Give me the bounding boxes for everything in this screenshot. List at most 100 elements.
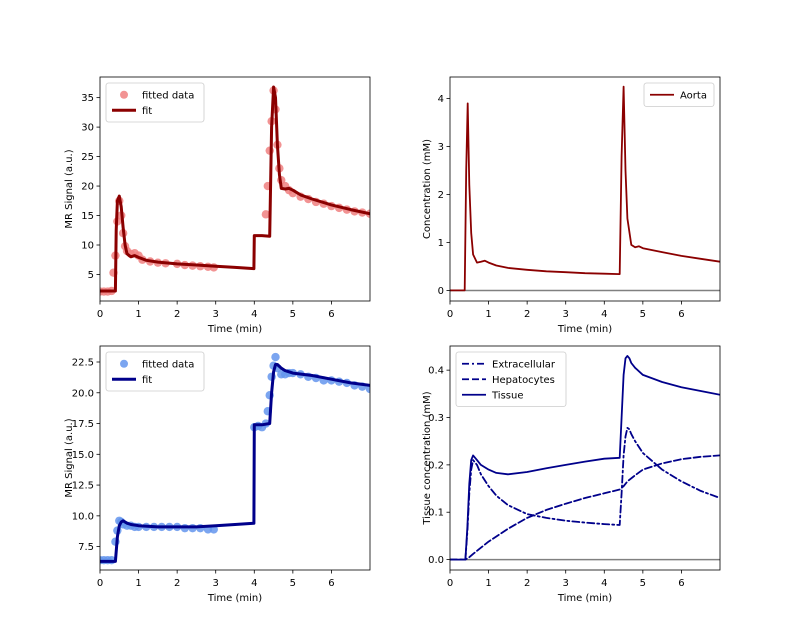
- chart-panel-bottom-left: 0 1 2 3 4 5 6 7.5 10.0 12.5 15.0 17.5 20.0 22.5 Time (…: [64, 345, 371, 604]
- legend-label: Tissue: [491, 391, 524, 402]
- legend-box: [455, 351, 567, 407]
- x-tick-label: 6: [328, 578, 334, 589]
- y-tick-label: 10.0: [72, 511, 94, 522]
- series-line-hepatocytes: [450, 454, 720, 561]
- x-tick-label: 6: [328, 309, 334, 320]
- y-tick-label: 0.4: [428, 366, 444, 377]
- x-tick-label: 2: [524, 578, 530, 589]
- y-tick-label: 0.1: [428, 508, 444, 519]
- x-tick-label: 5: [290, 578, 296, 589]
- x-tick-label: 5: [640, 309, 646, 320]
- legend-marker: [120, 359, 128, 368]
- x-tick-label: 4: [601, 578, 607, 589]
- x-tick-label: 4: [251, 578, 257, 589]
- plot-area: [450, 354, 720, 561]
- y-tick-label: 25: [81, 152, 94, 163]
- x-axis-label: Time (min): [207, 324, 262, 335]
- y-tick-label: 1: [438, 238, 444, 249]
- y-tick-label: 5: [88, 270, 94, 281]
- y-tick-label: 15: [81, 211, 94, 222]
- x-tick-label: 0: [447, 578, 453, 589]
- data-point: [365, 384, 370, 394]
- y-tick-label: 17.5: [72, 419, 94, 430]
- x-tick-label: 6: [678, 309, 684, 320]
- y-tick-label: 12.5: [72, 481, 94, 492]
- x-tick-label: 0: [97, 309, 103, 320]
- x-tick-label: 2: [174, 578, 180, 589]
- y-tick-label: 35: [81, 93, 94, 104]
- x-tick-label: 3: [563, 309, 569, 320]
- y-tick-label: 0.3: [428, 413, 444, 424]
- x-tick-label: 1: [485, 578, 491, 589]
- data-point: [261, 210, 271, 219]
- y-tick-label: 3: [438, 142, 444, 153]
- legend-label: Extracellular: [492, 360, 556, 371]
- legend-label: fit: [142, 106, 152, 117]
- y-axis-label: Concentration (mM): [422, 139, 433, 239]
- data-point: [271, 352, 280, 362]
- y-tick-label: 2: [438, 190, 444, 201]
- x-tick-label: 6: [678, 578, 684, 589]
- plot-area: [450, 85, 720, 292]
- series-line-fit: [100, 85, 370, 293]
- x-tick-label: 3: [213, 578, 219, 589]
- y-axis-label: Tissue concentration (mM): [422, 391, 433, 525]
- plot-area: [100, 352, 370, 565]
- y-tick-label: 7.5: [78, 542, 94, 553]
- y-tick-label: 15.0: [72, 450, 94, 461]
- legend-box: [105, 82, 205, 123]
- legend-label: fit: [142, 375, 152, 386]
- x-tick-label: 2: [174, 309, 180, 320]
- x-tick-label: 1: [485, 309, 491, 320]
- x-tick-label: 0: [447, 309, 453, 320]
- chart-panel-top-left: 0 1 2 3 4 5 6 5 10 15 20 25 30 35 Time (min) MR Signal …: [64, 76, 371, 335]
- legend-marker: [120, 90, 128, 99]
- chart-panel-top-right: 0 1 2 3 4 5 6 0 1 2 3 4 Time (min) Concentration (mM)…: [422, 76, 721, 335]
- chart-panel-bottom-right: 0 1 2 3 4 5 6 0.0 0.1 0.2 0.3 0.4 Time (min) Tissue c…: [422, 345, 721, 604]
- y-tick-label: 22.5: [72, 358, 94, 369]
- legend: Aorta: [643, 82, 715, 107]
- y-axis-label: MR Signal (a.u.): [64, 418, 75, 497]
- y-tick-label: 10: [81, 241, 94, 252]
- legend-label: fitted data: [142, 91, 194, 102]
- axes-frame: [99, 76, 371, 302]
- x-tick-label: 5: [290, 309, 296, 320]
- x-tick-label: 4: [251, 309, 257, 320]
- axes-frame: [99, 345, 371, 571]
- x-tick-label: 5: [640, 578, 646, 589]
- y-tick-label: 0.0: [428, 555, 444, 566]
- axes-frame: [449, 76, 721, 302]
- axes-frame: [449, 345, 721, 571]
- y-tick-label: 4: [438, 94, 444, 105]
- legend: fitted data fit: [105, 82, 205, 123]
- legend-label: fitted data: [142, 360, 194, 371]
- x-tick-label: 2: [524, 309, 530, 320]
- legend-box: [105, 351, 205, 392]
- y-tick-label: 20.0: [72, 388, 94, 399]
- series-line-aorta: [450, 85, 720, 292]
- y-tick-label: 20: [81, 182, 94, 193]
- legend-label: Hepatocytes: [492, 375, 555, 386]
- y-axis-label: MR Signal (a.u.): [64, 149, 75, 228]
- x-axis-label: Time (min): [557, 593, 612, 604]
- x-tick-label: 3: [563, 578, 569, 589]
- x-tick-label: 3: [213, 309, 219, 320]
- x-tick-label: 0: [97, 578, 103, 589]
- x-axis-label: Time (min): [207, 593, 262, 604]
- x-axis-label: Time (min): [557, 324, 612, 335]
- series-line-extracellular: [450, 426, 720, 561]
- legend-label: Aorta: [680, 91, 707, 102]
- legend-box: [643, 82, 715, 107]
- x-tick-label: 1: [135, 309, 141, 320]
- x-tick-label: 1: [135, 578, 141, 589]
- series-line-fit: [100, 363, 370, 563]
- y-tick-label: 0.2: [428, 460, 444, 471]
- y-tick-label: 30: [81, 123, 94, 134]
- y-tick-label: 0: [438, 286, 444, 297]
- series-line-tissue: [450, 354, 720, 561]
- plot-area: [100, 85, 370, 296]
- legend: fitted data fit: [105, 351, 205, 392]
- legend: Extracellular Hepatocytes Tissue: [455, 351, 567, 407]
- x-tick-label: 4: [601, 309, 607, 320]
